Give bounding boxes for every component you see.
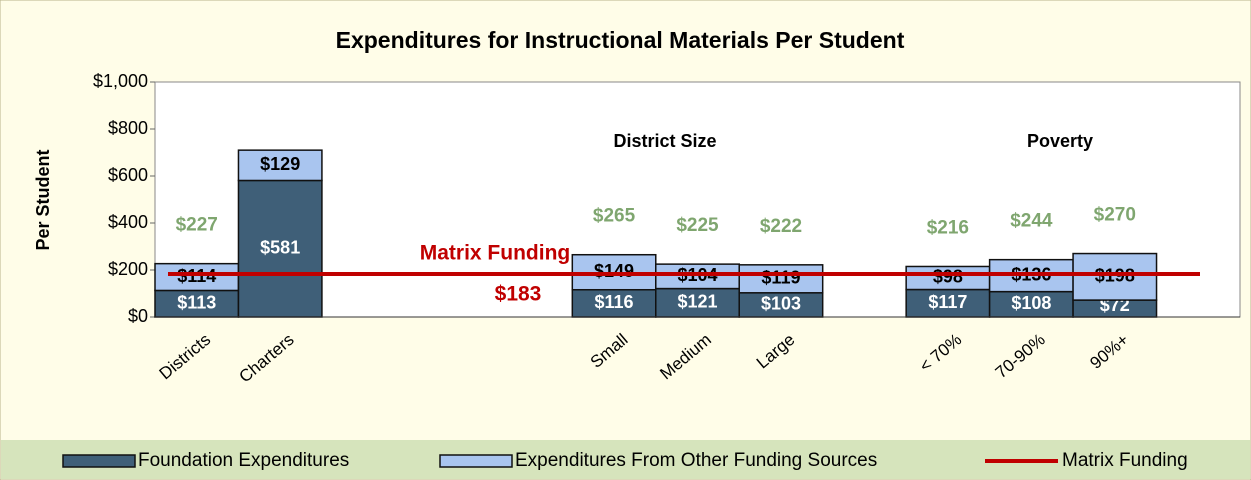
- y-tick-label: $0: [128, 306, 148, 326]
- data-label: $113: [177, 292, 216, 312]
- legend-swatch: [62, 454, 136, 468]
- legend-label: Foundation Expenditures: [138, 450, 349, 471]
- group-label: District Size: [613, 131, 716, 151]
- total-label: $227: [176, 215, 218, 236]
- total-label: $222: [760, 216, 802, 237]
- legend-swatch: [439, 454, 513, 468]
- data-label: $108: [1011, 293, 1051, 313]
- y-tick-label: $800: [108, 118, 148, 138]
- bar-segment: [738, 292, 824, 318]
- reference-annotation: Matrix Funding: [420, 242, 571, 265]
- bar-segment: [738, 264, 824, 294]
- y-axis-label: Per Student: [33, 149, 53, 250]
- data-label: $581: [260, 237, 300, 257]
- data-label: $129: [260, 154, 300, 174]
- bar-segment: [571, 288, 657, 318]
- legend-label: Expenditures From Other Funding Sources: [515, 450, 877, 471]
- y-tick-label: $400: [108, 212, 148, 232]
- group-label: Poverty: [1027, 131, 1093, 151]
- data-label: $121: [677, 292, 717, 312]
- total-label: $270: [1094, 205, 1136, 226]
- total-label: $244: [1010, 211, 1053, 232]
- y-tick-label: $1,000: [93, 71, 148, 91]
- data-label: $103: [761, 294, 801, 314]
- bar-segment: [154, 262, 240, 292]
- y-tick-label: $200: [108, 259, 148, 279]
- data-label: $119: [761, 268, 800, 288]
- total-label: $265: [593, 206, 636, 227]
- reference-value-label: $183: [495, 283, 542, 306]
- legend-label: Matrix Funding: [1062, 450, 1188, 471]
- data-label: $98: [933, 267, 963, 287]
- bar-segment: [905, 288, 991, 318]
- total-label: $216: [927, 217, 969, 238]
- data-label: $117: [928, 292, 967, 312]
- bar-segment: [237, 149, 323, 182]
- data-label: $116: [595, 292, 634, 312]
- chart-title: Expenditures for Instructional Materials…: [336, 27, 905, 53]
- data-label: $149: [594, 261, 634, 281]
- total-label: $225: [676, 215, 719, 236]
- bar-segment: [1072, 252, 1158, 301]
- y-tick-label: $600: [108, 165, 148, 185]
